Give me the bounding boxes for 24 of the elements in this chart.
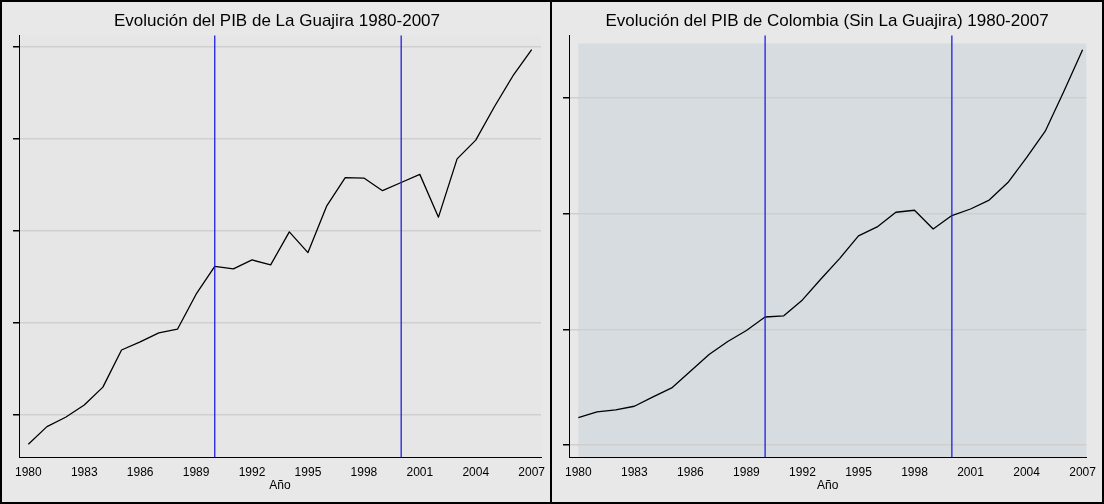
x-tick-label: 2001: [957, 464, 985, 479]
x-tick-label: 1983: [621, 464, 649, 479]
x-tick-label: 1992: [789, 464, 817, 479]
x-tick-label: 1998: [901, 464, 929, 479]
x-tick-label: 2007: [518, 464, 546, 479]
x-tick-label: 1980: [564, 464, 593, 479]
x-tick-label: 2007: [1069, 464, 1097, 479]
chart-title: Evolución del PIB de La Guajira 1980-2007: [113, 10, 441, 30]
x-tick-label: 1989: [733, 464, 761, 479]
x-tick-label: 1989: [182, 464, 210, 479]
x-tick-label: 1995: [845, 464, 873, 479]
x-tick-label: 1998: [350, 464, 378, 479]
x-tick-label: 1983: [70, 464, 98, 479]
x-tick-label: 2004: [1013, 464, 1041, 479]
x-tick-label: 1986: [126, 464, 154, 479]
x-tick-label: 2004: [462, 464, 490, 479]
x-tick-label: 2001: [406, 464, 434, 479]
x-axis-title: Año: [269, 478, 291, 493]
chart-title: Evolución del PIB de Colombia (Sin La Guajira) 1980-2007: [605, 10, 1049, 30]
x-tick-label: 1992: [238, 464, 266, 479]
x-tick-label: 1980: [14, 464, 42, 479]
x-tick-label: 1986: [677, 464, 705, 479]
x-tick-label: 1995: [294, 464, 322, 479]
x-axis-title: Año: [816, 478, 839, 493]
